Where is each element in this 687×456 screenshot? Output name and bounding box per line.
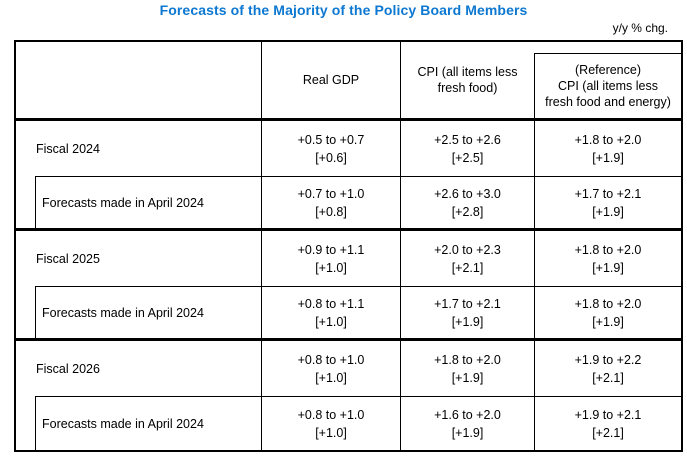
- forecast-median: [+1.0]: [315, 314, 347, 329]
- forecast-median: [+0.8]: [315, 204, 347, 219]
- row-label: Forecasts made in April 2024: [35, 286, 261, 338]
- forecast-range: +0.5 to +0.7: [297, 132, 365, 147]
- row-label: Forecasts made in April 2024: [35, 396, 261, 450]
- reference-forecast-cell: +1.8 to +2.0 [+1.9]: [534, 121, 681, 176]
- table-header-row: Real GDP CPI (all items less fresh food)…: [16, 42, 681, 121]
- table-row-april-forecast-2024: Forecasts made in April 2024 +0.7 to +1.…: [16, 176, 681, 231]
- table-row-fiscal-2026: Fiscal 2026 +0.8 to +1.0 [+1.0] +1.8 to …: [16, 341, 681, 396]
- cpi-forecast-cell: +2.5 to +2.6 [+2.5]: [400, 121, 534, 176]
- forecast-median: [+1.0]: [315, 425, 347, 440]
- forecast-median: [+1.9]: [451, 370, 484, 385]
- forecast-range: +1.8 to +2.0: [574, 132, 642, 147]
- row-label: Fiscal 2026: [36, 361, 100, 376]
- forecast-median: [+2.1]: [451, 260, 484, 275]
- forecast-range: +1.6 to +2.0: [434, 407, 501, 422]
- gdp-forecast-cell: +0.7 to +1.0 [+0.8]: [261, 176, 400, 228]
- reference-header-box: (Reference) CPI (all items less fresh fo…: [534, 53, 681, 118]
- table-row-fiscal-2025: Fiscal 2025 +0.9 to +1.1 [+1.0] +2.0 to …: [16, 231, 681, 286]
- reference-forecast-cell: +1.9 to +2.1 [+2.1]: [534, 396, 681, 450]
- forecast-range: +1.9 to +2.1: [574, 407, 642, 422]
- forecast-median: [+1.9]: [451, 314, 484, 329]
- sub-row-label-cell: Forecasts made in April 2024: [16, 176, 261, 228]
- gdp-forecast-cell: +0.9 to +1.1 [+1.0]: [261, 231, 400, 286]
- forecast-median: [+1.9]: [592, 204, 624, 219]
- forecast-range: +1.8 to +2.0: [574, 296, 642, 311]
- forecast-range: +1.9 to +2.2: [574, 352, 642, 367]
- forecast-median: [+0.6]: [315, 150, 347, 165]
- reference-forecast-cell: +1.7 to +2.1 [+1.9]: [534, 176, 681, 228]
- reference-forecast-cell: +1.8 to +2.0 [+1.9]: [534, 231, 681, 286]
- forecast-median: [+1.0]: [315, 370, 347, 385]
- forecast-range: +0.8 to +1.0: [297, 407, 365, 422]
- header-cpi: CPI (all items less fresh food): [400, 42, 534, 118]
- forecast-range: +0.7 to +1.0: [297, 186, 365, 201]
- forecast-median: [+1.0]: [315, 260, 347, 275]
- sub-row-label-cell: Forecasts made in April 2024: [16, 396, 261, 450]
- cpi-forecast-cell: +1.8 to +2.0 [+1.9]: [400, 341, 534, 396]
- cpi-forecast-cell: +2.0 to +2.3 [+2.1]: [400, 231, 534, 286]
- forecast-range: +2.6 to +3.0: [434, 186, 501, 201]
- forecast-range: +1.8 to +2.0: [574, 242, 642, 257]
- forecast-median: [+1.9]: [592, 150, 624, 165]
- sub-row-label-cell: Forecasts made in April 2024: [16, 286, 261, 338]
- forecast-median: [+2.8]: [451, 204, 484, 219]
- forecast-median: [+1.9]: [451, 425, 484, 440]
- cpi-forecast-cell: +1.7 to +2.1 [+1.9]: [400, 286, 534, 338]
- gdp-forecast-cell: +0.5 to +0.7 [+0.6]: [261, 121, 400, 176]
- forecast-range: +0.9 to +1.1: [297, 242, 365, 257]
- forecast-range: +2.5 to +2.6: [434, 132, 501, 147]
- forecast-median: [+1.9]: [592, 260, 624, 275]
- forecast-range: +0.8 to +1.0: [297, 352, 365, 367]
- header-real-gdp: Real GDP: [261, 42, 400, 118]
- forecast-median: [+2.1]: [592, 370, 624, 385]
- unit-note: y/y % chg.: [612, 21, 668, 35]
- table-row-april-forecast-2025: Forecasts made in April 2024 +0.8 to +1.…: [16, 286, 681, 341]
- gdp-forecast-cell: +0.8 to +1.0 [+1.0]: [261, 341, 400, 396]
- forecast-range: +2.0 to +2.3: [434, 242, 501, 257]
- forecast-range: +0.8 to +1.1: [297, 296, 365, 311]
- reference-forecast-cell: +1.8 to +2.0 [+1.9]: [534, 286, 681, 338]
- forecast-table: Real GDP CPI (all items less fresh food)…: [14, 40, 683, 452]
- table-row-april-forecast-2026: Forecasts made in April 2024 +0.8 to +1.…: [16, 396, 681, 450]
- cpi-forecast-cell: +1.6 to +2.0 [+1.9]: [400, 396, 534, 450]
- forecast-range: +1.7 to +2.1: [574, 186, 642, 201]
- forecast-median: [+2.1]: [592, 425, 624, 440]
- forecast-range: +1.7 to +2.1: [434, 296, 501, 311]
- row-label: Forecasts made in April 2024: [35, 176, 261, 228]
- page-title: Forecasts of the Majority of the Policy …: [159, 2, 528, 18]
- gdp-forecast-cell: +0.8 to +1.0 [+1.0]: [261, 396, 400, 450]
- row-label: Fiscal 2025: [36, 251, 100, 266]
- forecast-range: +1.8 to +2.0: [434, 352, 501, 367]
- table-row-fiscal-2024: Fiscal 2024 +0.5 to +0.7 [+0.6] +2.5 to …: [16, 121, 681, 176]
- header-empty-cell: [16, 42, 261, 118]
- gdp-forecast-cell: +0.8 to +1.1 [+1.0]: [261, 286, 400, 338]
- row-label: Fiscal 2024: [36, 141, 100, 156]
- reference-forecast-cell: +1.9 to +2.2 [+2.1]: [534, 341, 681, 396]
- forecast-median: [+1.9]: [592, 314, 624, 329]
- header-reference-cell: (Reference) CPI (all items less fresh fo…: [534, 42, 681, 118]
- forecast-median: [+2.5]: [451, 150, 484, 165]
- cpi-forecast-cell: +2.6 to +3.0 [+2.8]: [400, 176, 534, 228]
